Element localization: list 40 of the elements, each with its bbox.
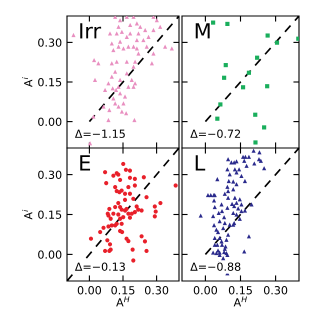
point (211, 20, 216, 25)
point (296, 36, 299, 41)
y-axis-title: A$^{i}$ (22, 210, 32, 220)
y-tick-label: 0.30 (38, 38, 62, 47)
point (262, 125, 266, 130)
annotation: Irr (80, 23, 102, 38)
x-tick-label: 0.30 (144, 286, 168, 294)
x-tick-label: 0.00 (78, 286, 102, 294)
annotation: Δ=−0.88 (190, 262, 240, 271)
y-tick-label: 0.15 (38, 78, 62, 86)
annotation: L (196, 155, 206, 170)
point (215, 116, 220, 121)
point (253, 112, 258, 117)
point (246, 70, 252, 75)
x-axis-title: A$^{H}$ (116, 296, 130, 306)
y-tick-label: 0.00 (38, 250, 62, 259)
annotation: Δ=−1.15 (74, 130, 125, 138)
point (253, 140, 258, 145)
point (265, 84, 270, 88)
point (225, 22, 230, 26)
point (240, 85, 246, 90)
y-tick-label: 0.15 (38, 210, 62, 219)
x-tick-label: 0.00 (194, 286, 218, 294)
annotation: E (80, 155, 90, 170)
point (222, 76, 226, 80)
point (266, 33, 270, 38)
y-tick-label: 0.30 (38, 170, 62, 179)
y-tick-label: 0.00 (38, 118, 62, 126)
annotation: Δ=−0.72 (190, 130, 240, 138)
annotation: M (196, 23, 210, 38)
x-axis-title: A$^{H}$ (234, 296, 247, 306)
point (224, 63, 228, 68)
x-tick-label: 0.15 (111, 286, 134, 294)
y-axis-title: A$^{i}$ (22, 77, 32, 88)
x-tick-label: 0.15 (228, 286, 252, 294)
point (255, 56, 260, 60)
x-tick-label: 0.30 (264, 286, 288, 294)
point (218, 102, 222, 107)
annotation: Δ=−0.13 (74, 262, 125, 271)
point (274, 40, 280, 45)
